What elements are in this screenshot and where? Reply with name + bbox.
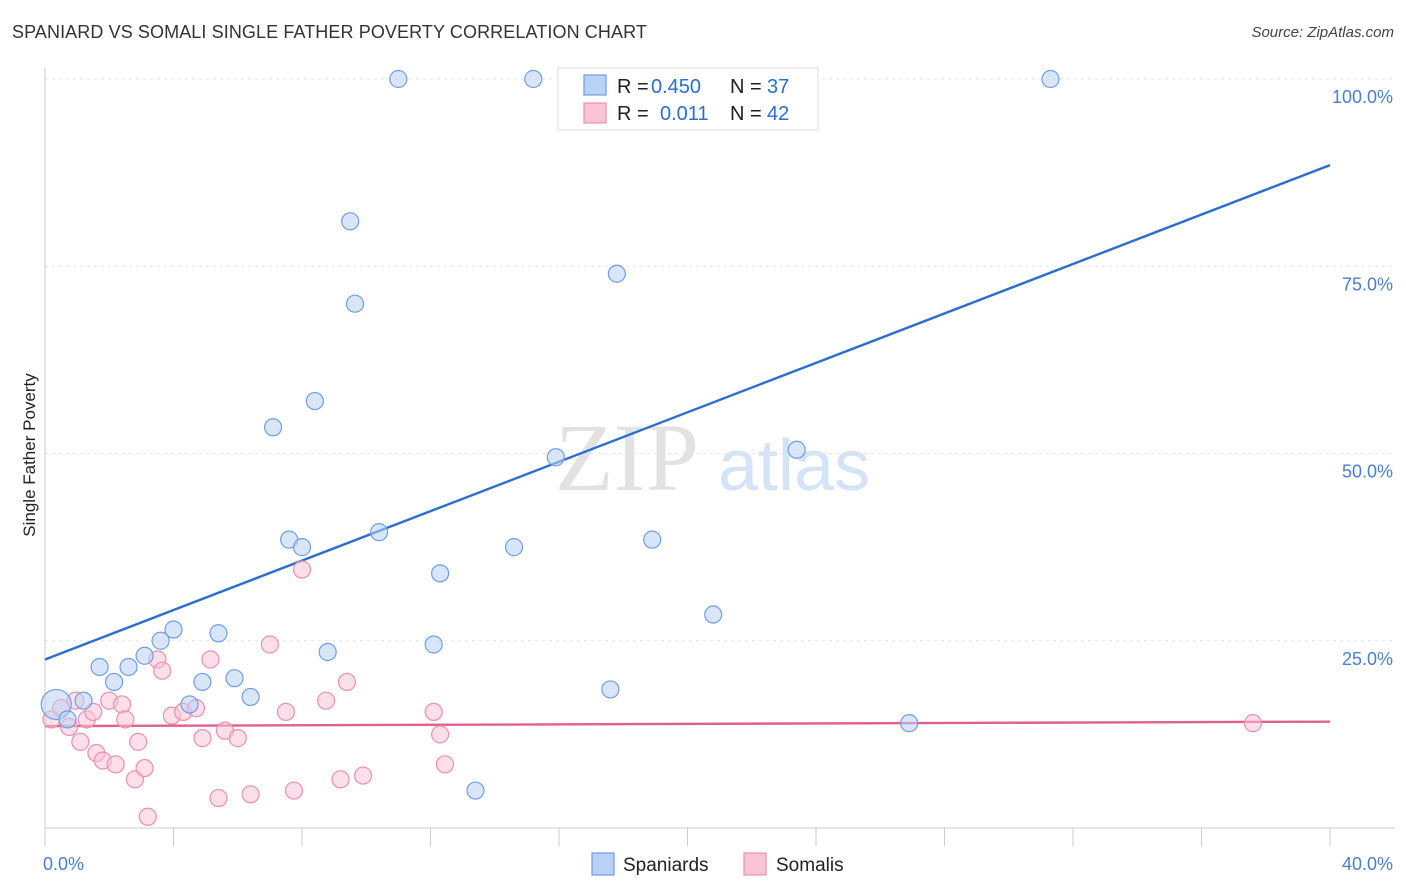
point-spaniards [164, 620, 183, 639]
point-spaniards [119, 657, 138, 677]
point-spaniards [209, 624, 228, 643]
point-somalis [153, 661, 172, 680]
point-spaniards [424, 635, 443, 654]
y-tick-labels: 25.0% 50.0% 75.0% 100.0% [1332, 87, 1393, 669]
point-spaniards [370, 523, 389, 542]
trend-line-somalis [44, 720, 1331, 728]
point-spaniards [225, 669, 244, 688]
point-somalis [431, 725, 450, 744]
legend-n-value-spaniards: 37 [767, 76, 789, 98]
y-axis-label: Single Father Poverty [20, 373, 39, 537]
point-somalis [353, 766, 373, 785]
point-somalis [435, 755, 455, 774]
point-somalis [424, 702, 443, 722]
point-spaniards [431, 564, 450, 583]
point-spaniards [292, 538, 312, 557]
point-somalis [331, 770, 350, 789]
point-spaniards [389, 69, 408, 89]
legend-swatch-spaniards [583, 74, 607, 96]
point-somalis [201, 650, 220, 669]
point-somalis [241, 785, 260, 804]
legend-n-value-somalis: 42 [767, 103, 789, 125]
point-spaniards [241, 687, 260, 707]
y-tick-label: 75.0% [1342, 274, 1393, 294]
point-somalis [276, 702, 296, 722]
point-somalis [284, 781, 304, 800]
y-tick-label: 25.0% [1342, 649, 1393, 669]
point-spaniards [900, 714, 919, 733]
y-tick-label: 50.0% [1342, 462, 1393, 482]
legend-r-label-somalis: R = [617, 103, 649, 125]
legend-n-label-spaniards: N = [730, 76, 762, 98]
source-credit: Source: ZipAtlas.com [1251, 24, 1394, 41]
point-somalis [71, 732, 90, 751]
gridlines [45, 78, 1395, 642]
point-spaniards [787, 440, 806, 459]
bottom-legend-swatch-somalis [743, 852, 767, 876]
point-spaniards [104, 672, 124, 692]
point-spaniards [1041, 69, 1060, 89]
legend-n-label-somalis: N = [730, 103, 762, 125]
trend-line-spaniards [44, 164, 1331, 661]
point-spaniards [58, 710, 77, 729]
chart-title: SPANIARD VS SOMALI SINGLE FATHER POVERTY… [12, 22, 647, 42]
point-spaniards [643, 530, 662, 549]
point-spaniards [180, 695, 199, 714]
data-points [40, 69, 1263, 826]
point-spaniards [607, 264, 626, 283]
point-spaniards [74, 691, 93, 710]
bottom-legend-swatch-spaniards [591, 852, 615, 876]
point-spaniards [341, 212, 360, 231]
watermark-zip: ZIP [555, 404, 699, 511]
series-legend: Spaniards Somalis [591, 852, 844, 876]
bottom-legend-spaniards: Spaniards [623, 855, 709, 876]
legend-r-label-spaniards: R = [617, 76, 649, 98]
watermark-atlas: atlas [718, 426, 870, 506]
point-spaniards [546, 448, 565, 467]
point-somalis [116, 710, 135, 729]
point-somalis [193, 729, 212, 748]
point-spaniards [135, 646, 154, 665]
point-spaniards [504, 538, 524, 557]
point-spaniards [151, 631, 170, 650]
legend-swatch-somalis [583, 102, 607, 124]
x-tick-label: 40.0% [1342, 854, 1393, 874]
legend-r-value-spaniards: 0.450 [651, 76, 701, 98]
point-somalis [316, 691, 336, 710]
trend-lines [44, 164, 1331, 728]
point-spaniards [90, 657, 109, 677]
point-somalis [292, 560, 312, 579]
point-spaniards [345, 294, 365, 313]
point-somalis [112, 695, 132, 714]
point-somalis [135, 758, 154, 778]
point-somalis [138, 807, 157, 826]
point-somalis [260, 635, 279, 654]
point-spaniards [263, 418, 283, 437]
point-spaniards [318, 642, 337, 662]
correlation-legend: R = 0.450 N = 37 R = 0.011 N = 42 [557, 67, 819, 131]
point-spaniards [601, 680, 620, 699]
y-tick-label: 100.0% [1332, 87, 1393, 107]
point-somalis [1243, 714, 1263, 733]
x-tick-labels: 0.0% 40.0% [43, 854, 1393, 874]
point-somalis [106, 755, 125, 774]
point-spaniards [704, 605, 723, 624]
point-spaniards [466, 781, 485, 800]
point-somalis [209, 788, 228, 808]
point-spaniards [524, 69, 543, 89]
point-spaniards [193, 672, 212, 692]
point-somalis [337, 672, 357, 692]
point-spaniards [305, 391, 324, 411]
point-somalis [228, 729, 247, 748]
x-tick-label: 0.0% [43, 854, 84, 874]
bottom-legend-somalis: Somalis [776, 855, 844, 876]
legend-r-value-somalis: 0.011 [660, 103, 709, 125]
point-somalis [129, 732, 148, 751]
